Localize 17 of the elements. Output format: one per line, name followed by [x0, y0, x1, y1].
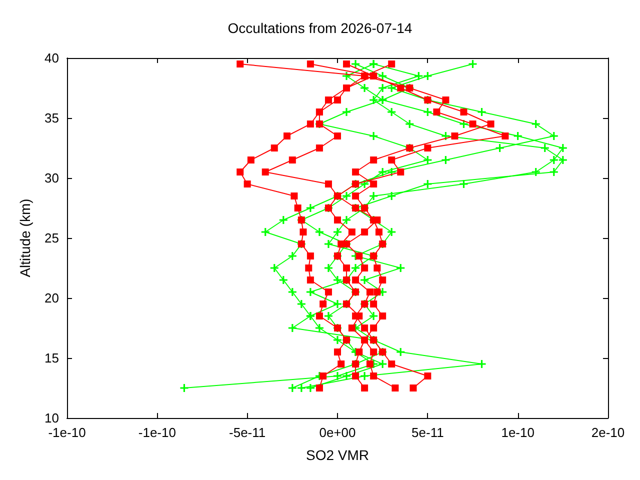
x-tick-label: -1e-10 [138, 425, 176, 440]
y-tick-label: 30 [44, 170, 59, 186]
x-tick-label: -5e-11 [229, 425, 266, 440]
y-axis-title: Altitude (km) [17, 198, 33, 278]
y-tick-label: 20 [44, 290, 59, 306]
y-tick-label: 15 [44, 350, 59, 366]
x-tick-label: 1e-10 [501, 425, 534, 440]
y-tick-label: 10 [44, 410, 59, 426]
x-tick-label: 0e+00 [319, 425, 356, 440]
y-tick-label: 40 [44, 50, 59, 66]
x-tick-label: 5e-11 [412, 425, 444, 440]
x-axis-title: SO2 VMR [306, 447, 370, 463]
y-tick-label: 35 [44, 110, 59, 126]
y-tick-label: 25 [44, 230, 59, 246]
x-tick-label: -1e-10 [48, 425, 86, 440]
x-tick-label: 2e-10 [591, 425, 625, 440]
chart-title: Occultations from 2026-07-14 [228, 20, 412, 36]
